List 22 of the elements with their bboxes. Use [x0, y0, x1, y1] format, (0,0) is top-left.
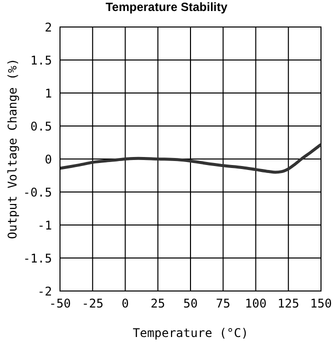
y-tick-label: -1	[38, 218, 52, 232]
x-tick-label: 25	[150, 296, 166, 311]
chart-title: Temperature Stability	[104, 0, 228, 14]
y-tick-label: 0.5	[30, 119, 52, 134]
x-tick-label: 0	[122, 296, 129, 311]
y-tick-label: -0.5	[23, 185, 52, 200]
y-tick-label: 1	[44, 86, 52, 100]
x-axis-title: Temperature (°C)	[132, 326, 248, 340]
x-tick-label: 75	[216, 296, 230, 311]
y-tick-label: 0	[44, 152, 52, 166]
y-tick-label: -1.5	[23, 251, 52, 266]
x-tick-label: 150	[310, 296, 332, 311]
x-tick-label: -50	[49, 296, 71, 311]
x-tick-label: 125	[278, 296, 300, 311]
y-tick-label: -2	[38, 284, 52, 298]
x-tick-label: 50	[183, 296, 198, 311]
y-tick-label: 2	[44, 20, 52, 34]
y-tick-label: 1.5	[30, 53, 52, 68]
x-tick-label: 100	[244, 296, 267, 311]
y-axis-title: Output Voltage Change (%)	[5, 58, 20, 239]
x-tick-label: -25	[82, 296, 104, 311]
line-series	[60, 142, 321, 174]
